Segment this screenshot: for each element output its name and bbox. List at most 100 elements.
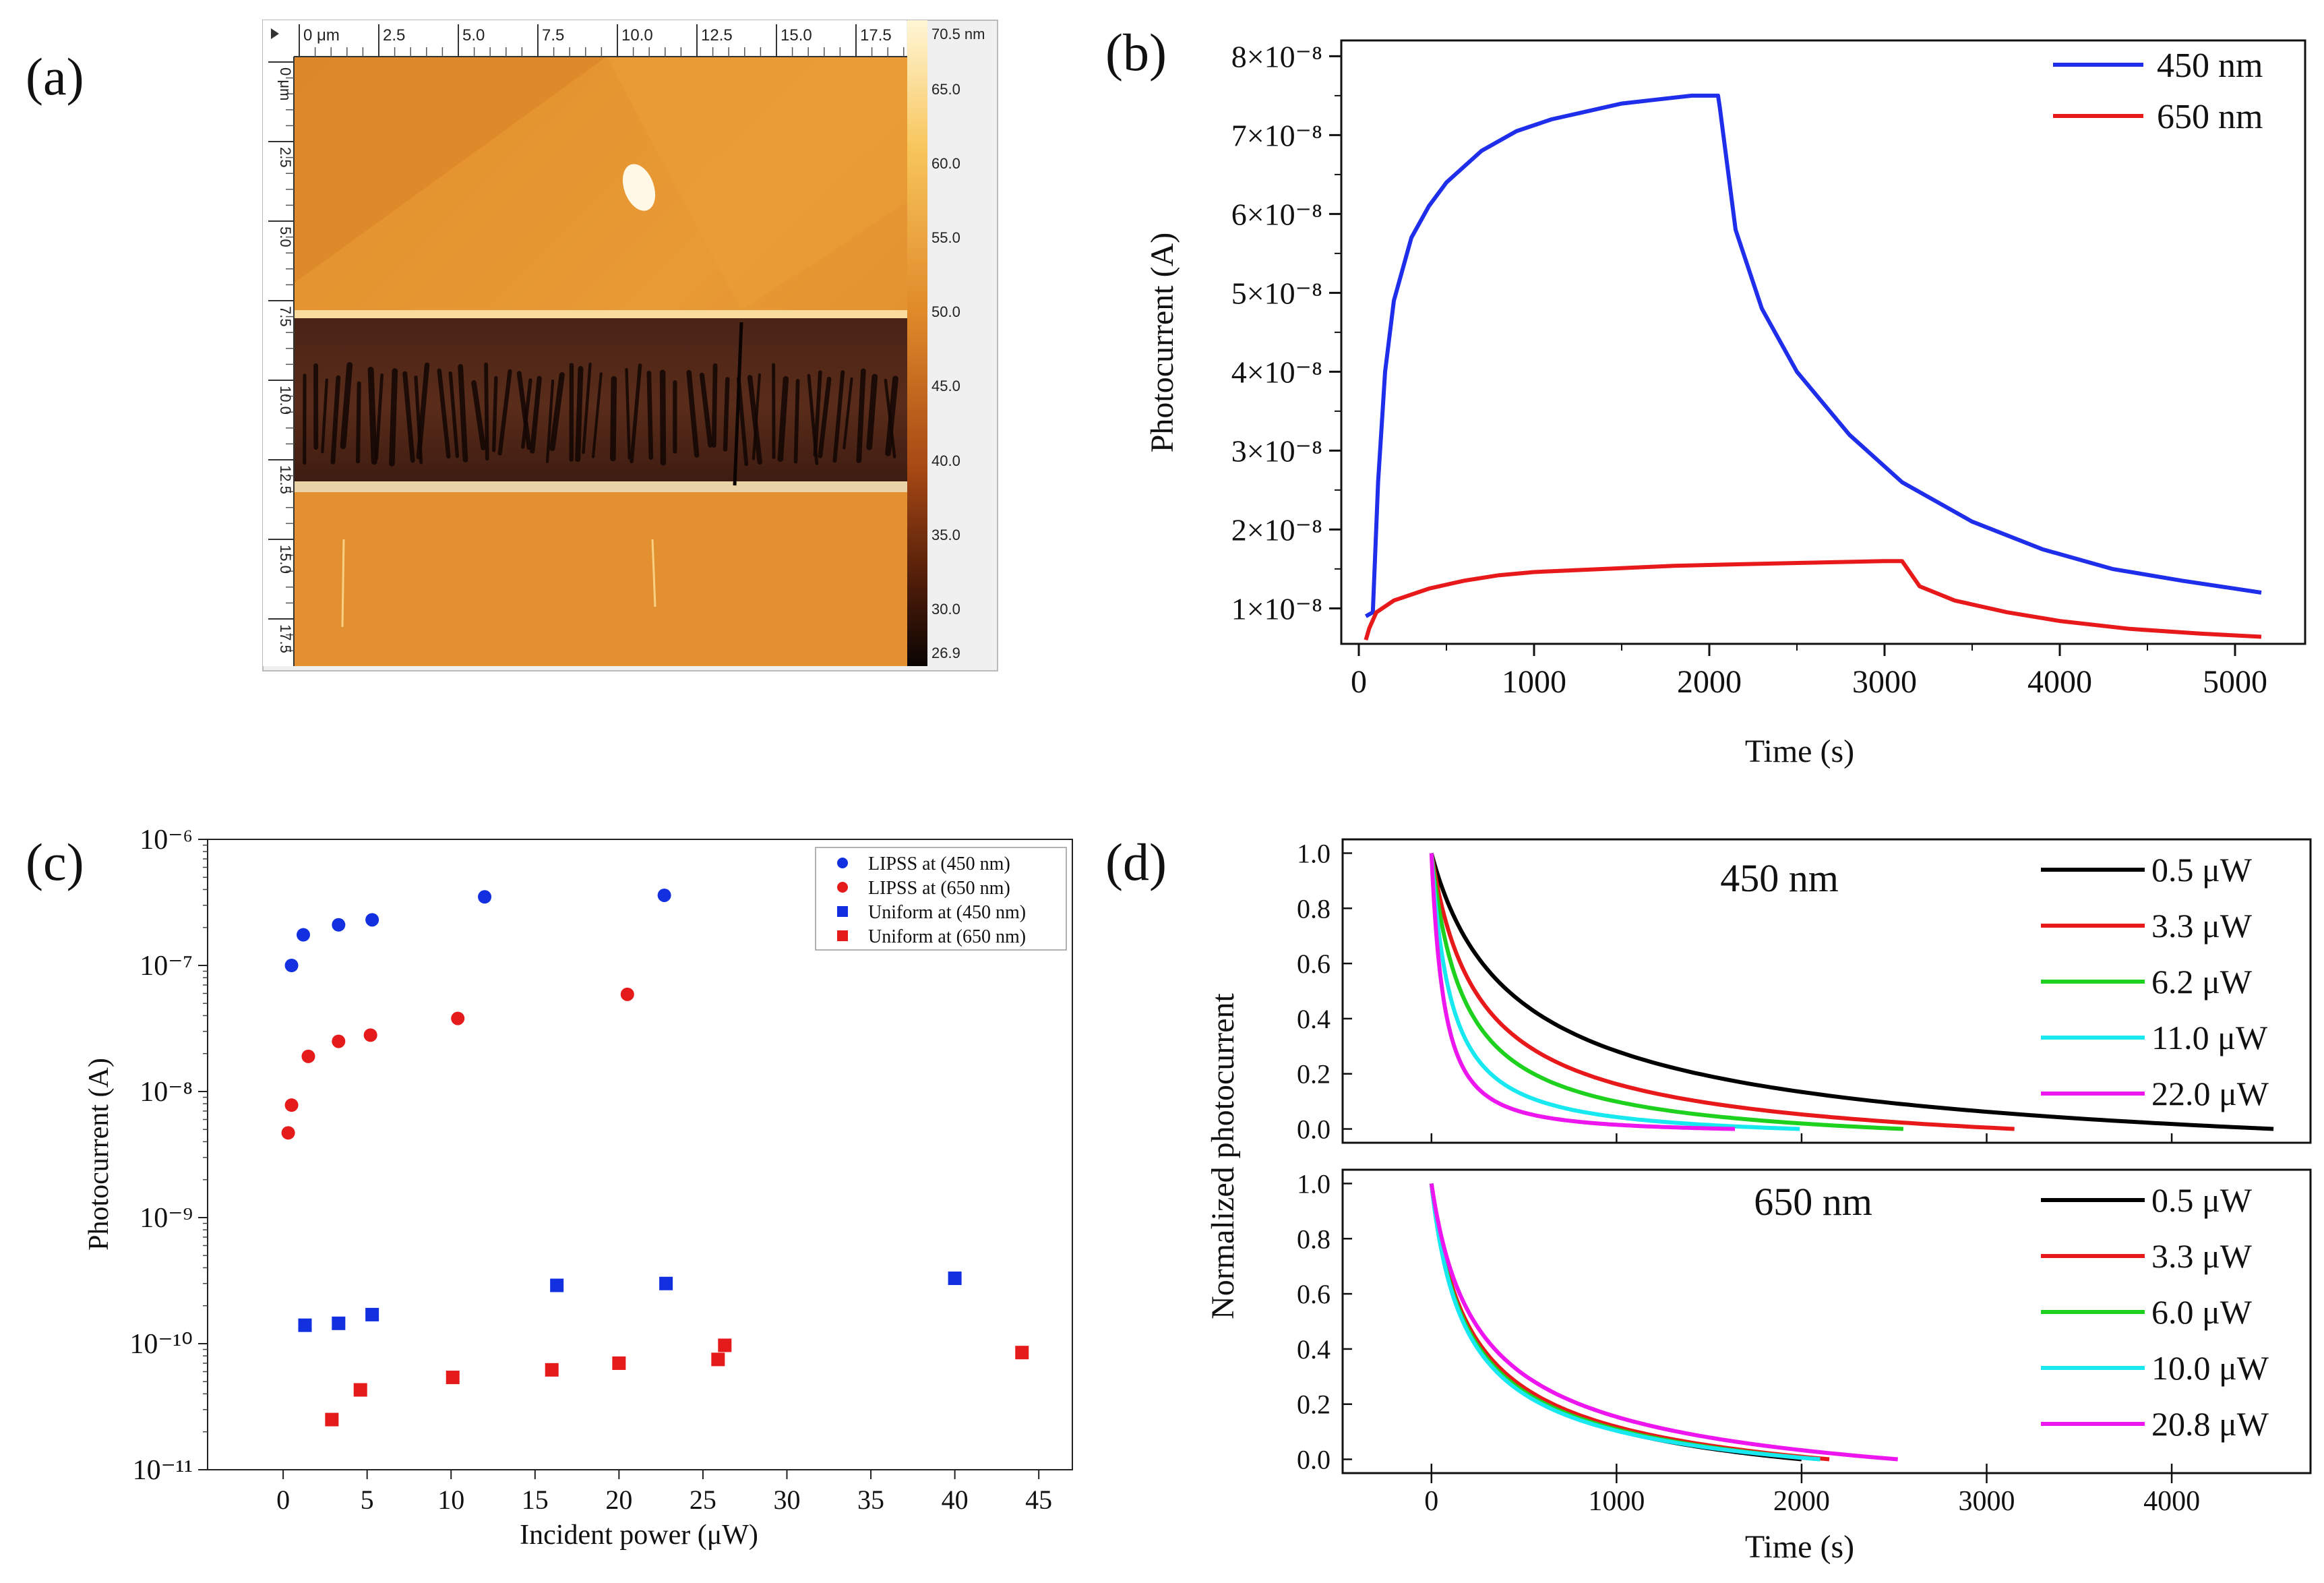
lipss-ridge	[699, 372, 713, 448]
lipss-ridge	[686, 369, 700, 458]
afm-scale-label: 40.0	[931, 452, 960, 469]
panel-d-ytick-label: 1.0	[1297, 838, 1331, 868]
lipss-ridge	[530, 376, 542, 454]
panel-b-xlabel: Time (s)	[1745, 734, 1854, 769]
panel-b-ytick-label: 6×10⁻⁸	[1231, 197, 1322, 231]
panel-c-point-1	[284, 1098, 299, 1112]
lipss-ridge	[340, 362, 353, 450]
panel-c-legend-marker	[837, 858, 848, 868]
panel-d-top-legend-label: 6.2 μW	[2151, 963, 2253, 1000]
lipss-ridge	[711, 363, 718, 448]
panel-d-legends: 0.5 μW 3.3 μW 6.2 μW 11.0 μW 22.0 μW 0.5 μW 3.…	[2041, 851, 2269, 1443]
panel-c-ytick-label: 10⁻⁷	[140, 951, 193, 982]
panel-c-point-1	[363, 1028, 377, 1042]
panel-b-ytick-label: 3×10⁻⁸	[1231, 434, 1322, 468]
panel-c-axes	[207, 839, 1073, 1470]
lipss-ridge	[355, 381, 361, 464]
panel-d-ytick-label: 0.0	[1297, 1114, 1331, 1145]
lipss-ridge	[723, 377, 730, 452]
panel-d-bottom-legend-label: 3.3 μW	[2151, 1237, 2253, 1275]
lipss-ridge	[856, 368, 866, 463]
lipss-ridge	[367, 366, 377, 465]
panel-c-xtick-label: 45	[1025, 1485, 1052, 1515]
panel-a: (a) 0 μm 2.5 5.0 7.5 10.0 12.5 15.0 17.5 0 μm 2.…	[26, 20, 998, 671]
panel-b-legend-label: 450 nm	[2157, 47, 2263, 85]
panel-d-xtick-label: 4000	[2143, 1486, 2200, 1517]
panel-d-ytick-label: 0.2	[1297, 1059, 1331, 1089]
panel-c-ytick-label: 10⁻¹⁰	[129, 1329, 193, 1360]
play-icon	[271, 28, 279, 39]
panel-c-point-3	[612, 1356, 626, 1370]
lipss-ridge	[747, 375, 762, 465]
panel-c-ytick-label: 10⁻⁶	[140, 825, 193, 856]
panel-c-point-3	[545, 1363, 559, 1377]
panel-d-ytick-label: 0.8	[1297, 1224, 1331, 1254]
panel-c-point-1	[281, 1126, 295, 1140]
afm-x-tick-label: 0 μm	[303, 26, 340, 44]
afm-scale-label: 60.0	[931, 155, 960, 172]
panel-c-xtick-label: 10	[437, 1485, 464, 1515]
afm-image	[294, 57, 907, 666]
panel-b-axes	[1340, 39, 2306, 645]
afm-y-tick-label: 15.0	[277, 545, 294, 574]
panel-c-xtick-label: 0	[276, 1485, 290, 1515]
panel-c-point-1	[620, 987, 634, 1001]
lipss-ridge	[389, 368, 398, 467]
afm-scale-label: 35.0	[931, 527, 960, 543]
panel-c-point-1	[451, 1011, 465, 1025]
lipss-ridge	[516, 371, 532, 450]
afm-x-tick-label: 15.0	[781, 26, 812, 44]
panel-c-point-2	[298, 1318, 312, 1332]
lipss-ridge	[646, 370, 654, 460]
afm-scale-label: 65.0	[931, 81, 960, 98]
panel-c-point-0	[297, 928, 311, 942]
lipss-ridge	[321, 378, 329, 454]
panel-c-point-0	[365, 913, 379, 927]
panel-d-top-legend-label: 11.0 μW	[2151, 1019, 2268, 1056]
panel-b-series-line-0	[1364, 93, 2262, 618]
panel-c-legend-label: LIPSS at (450 nm)	[868, 854, 1010, 874]
panel-d-ytick-label: 0.6	[1297, 949, 1331, 979]
panel-d-top-series-line-4	[1429, 853, 1736, 1131]
afm-y-tick-label: 12.5	[277, 465, 294, 494]
panel-d-top-series-line-2	[1429, 853, 1904, 1131]
lipss-ridge	[491, 376, 498, 452]
panel-d-bottom-legend-label: 0.5 μW	[2151, 1181, 2253, 1219]
panel-b-series	[1364, 93, 2262, 641]
panel-c-legend: LIPSS at (450 nm) LIPSS at (650 nm) Unifor…	[815, 847, 1067, 951]
lipss-ridge	[630, 363, 642, 464]
panel-c-xtick-label: 30	[773, 1485, 800, 1515]
panel-d-xtick-label: 0	[1424, 1486, 1438, 1517]
panel-d-top-legend-label: 22.0 μW	[2151, 1075, 2269, 1112]
panel-c-point-3	[718, 1338, 732, 1352]
panel-b-series-line-1	[1364, 559, 2262, 641]
lipss-ridge	[545, 379, 555, 464]
afm-left-ruler	[263, 57, 294, 666]
lipss-ridge	[471, 380, 486, 451]
panel-d-ticks: 0.0 0.2 0.4 0.6 0.8 1.0 0.0 0.2 0.4 0.6 0.8 1.0 0 100…	[1297, 838, 2200, 1517]
panel-d-top-series-line-1	[1429, 853, 2015, 1131]
afm-scale-ticks: 70.5 nm 65.0 60.0 55.0 50.0 45.0 40.0 35.0 30.0 2…	[931, 26, 985, 661]
afm-y-tick-label: 10.0	[277, 386, 294, 415]
afm-y-tick-label: 7.5	[277, 306, 294, 327]
lipss-ridge	[437, 368, 451, 459]
panel-b-ytick-label: 8×10⁻⁸	[1231, 39, 1322, 73]
lipss-ridge	[813, 370, 822, 457]
panel-d-xtick-label: 3000	[1959, 1486, 2015, 1517]
lipss-ridge	[458, 364, 468, 462]
panel-d-ytick-label: 0.6	[1297, 1279, 1331, 1309]
panel-d-bottom-series-line-3	[1429, 1183, 1821, 1462]
panel-d-bottom-series	[1429, 1183, 1898, 1462]
panel-c-xtick-label: 25	[690, 1485, 716, 1515]
panel-a-label: (a)	[26, 47, 84, 106]
afm-y-ticks: 0 μm 2.5 5.0 7.5 10.0 12.5 15.0 17.5	[268, 61, 294, 653]
panel-d-bottom-title: 650 nm	[1754, 1180, 1872, 1224]
lipss-ridge	[375, 374, 384, 460]
afm-scale-label: 50.0	[931, 303, 960, 320]
lipss-ridge	[521, 378, 532, 449]
panel-c-legend-label: Uniform at (650 nm)	[868, 926, 1026, 947]
panel-d-ylabel: Normalized photocurrent	[1205, 992, 1241, 1319]
panel-c-legend-box	[815, 847, 1067, 951]
lipss-ridge	[484, 362, 489, 461]
